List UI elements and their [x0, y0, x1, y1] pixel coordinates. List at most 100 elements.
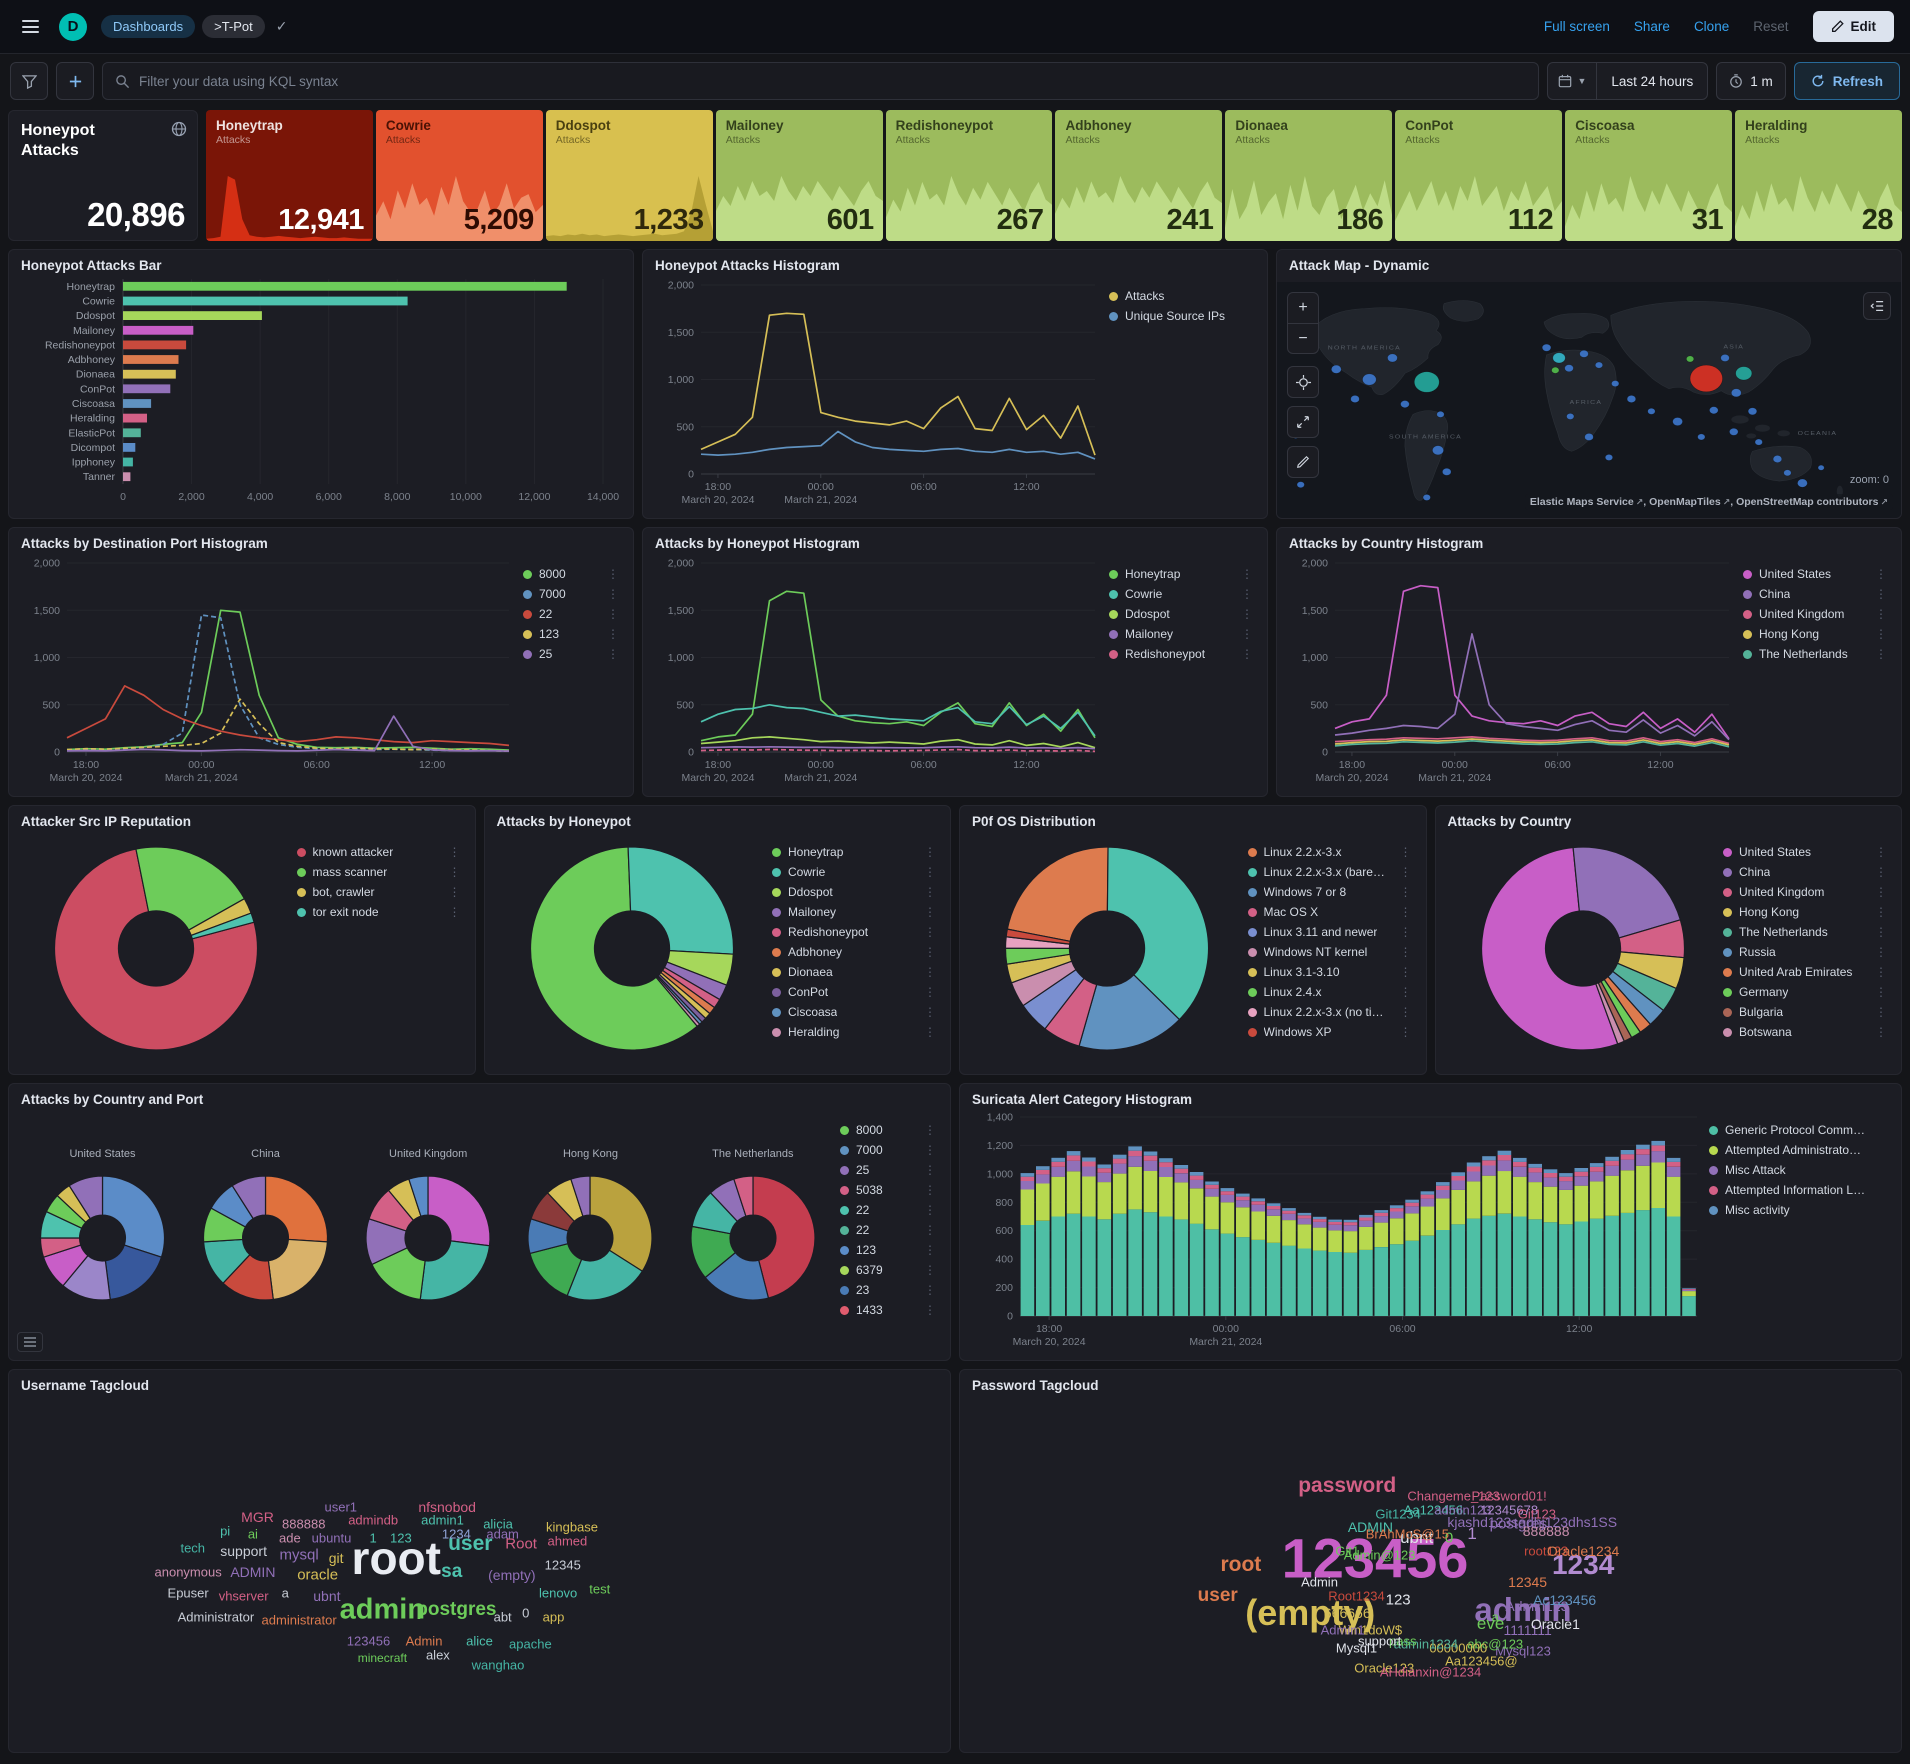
legend-item[interactable]: Ciscoasa ⋮: [772, 1005, 936, 1019]
honeypot-attacks-bar-chart[interactable]: 0 2,000 4,000 6,000 8,000 10,000 12,000 14,000 H…: [21, 275, 621, 510]
p0f-os-donut[interactable]: [972, 831, 1242, 1066]
mini-donut-chart[interactable]: [184, 1162, 347, 1314]
mini-donut-chart[interactable]: [347, 1162, 509, 1314]
legend-menu-icon[interactable]: ⋮: [924, 1143, 936, 1157]
tagcloud-word[interactable]: 1234: [441, 1526, 471, 1542]
tagcloud-word[interactable]: ADMIN: [1347, 1519, 1393, 1536]
legend-menu-icon[interactable]: ⋮: [1875, 905, 1887, 919]
legend-item[interactable]: Russia ⋮: [1723, 945, 1887, 959]
tagcloud-word[interactable]: password: [1298, 1474, 1397, 1497]
tagcloud-word[interactable]: sa: [441, 1561, 463, 1582]
refresh-interval-button[interactable]: 1 m: [1716, 62, 1786, 100]
tagcloud-word[interactable]: Mysql123: [1495, 1643, 1551, 1659]
tagcloud-word[interactable]: support: [220, 1543, 267, 1560]
legend-item[interactable]: 8000 ⋮: [840, 1123, 936, 1137]
tagcloud-word[interactable]: alice: [466, 1633, 493, 1649]
legend-item[interactable]: 8000 ⋮: [523, 567, 619, 581]
breadcrumb-dashboards[interactable]: Dashboards: [101, 15, 196, 38]
legend-item[interactable]: Cowrie ⋮: [772, 865, 936, 879]
legend-menu-icon[interactable]: ⋮: [1399, 905, 1412, 919]
legend-item[interactable]: Ddospot ⋮: [772, 885, 936, 899]
legend-menu-icon[interactable]: ⋮: [1875, 647, 1887, 661]
tagcloud-word[interactable]: root123: [1524, 1543, 1569, 1559]
tagcloud-word[interactable]: Epuser: [167, 1585, 209, 1601]
tagcloud-word[interactable]: pi: [220, 1523, 231, 1539]
legend-item[interactable]: Hong Kong ⋮: [1743, 627, 1887, 641]
legend-menu-icon[interactable]: ⋮: [1875, 1005, 1887, 1019]
tagcloud-word[interactable]: Aa123456.: [1403, 1502, 1467, 1518]
legend-item[interactable]: Mailoney ⋮: [1109, 627, 1253, 641]
legend-menu-icon[interactable]: ⋮: [924, 1025, 936, 1039]
legend-menu-icon[interactable]: ⋮: [1241, 567, 1253, 581]
legend-item[interactable]: Windows NT kernel ⋮: [1247, 945, 1412, 959]
add-filter-button[interactable]: [56, 62, 94, 100]
legend-menu-icon[interactable]: ⋮: [924, 1303, 936, 1317]
tagcloud-word[interactable]: lenovo: [538, 1585, 578, 1601]
legend-item[interactable]: 22 ⋮: [840, 1223, 936, 1237]
tagcloud-word[interactable]: a: [1491, 1609, 1499, 1625]
legend-menu-icon[interactable]: ⋮: [924, 945, 936, 959]
calendar-button[interactable]: ▼: [1548, 63, 1598, 99]
share-link[interactable]: Share: [1633, 19, 1670, 34]
legend-menu-icon[interactable]: ⋮: [1399, 865, 1412, 879]
tagcloud-word[interactable]: Win1doW$: [1338, 1622, 1403, 1638]
legend-item[interactable]: China ⋮: [1743, 587, 1887, 601]
legend-menu-icon[interactable]: ⋮: [448, 885, 461, 899]
tagcloud-word[interactable]: postgres: [416, 1598, 497, 1620]
legend-menu-icon[interactable]: ⋮: [1399, 845, 1412, 859]
legend-item[interactable]: Misc activity: [1709, 1203, 1887, 1217]
legend-item[interactable]: 22 ⋮: [840, 1203, 936, 1217]
legend-item[interactable]: United Kingdom ⋮: [1723, 885, 1887, 899]
legend-item[interactable]: Ddospot ⋮: [1109, 607, 1253, 621]
tagcloud-word[interactable]: 888888: [282, 1516, 326, 1532]
map-zoom-out-button[interactable]: −: [1288, 323, 1318, 353]
tagcloud-word[interactable]: tech: [180, 1540, 206, 1556]
tagcloud-word[interactable]: admin: [1474, 1590, 1572, 1628]
tagcloud-word[interactable]: a: [281, 1585, 289, 1601]
legend-item[interactable]: 1433 ⋮: [840, 1303, 936, 1317]
legend-item[interactable]: Windows XP ⋮: [1247, 1025, 1412, 1039]
legend-item[interactable]: mass scanner ⋮: [296, 865, 461, 879]
map-attribution-link[interactable]: OpenStreetMap contributors: [1736, 496, 1879, 508]
legend-item[interactable]: United Arab Emirates ⋮: [1723, 965, 1887, 979]
legend-menu-icon[interactable]: ⋮: [1875, 567, 1887, 581]
tagcloud-word[interactable]: anonymous: [154, 1564, 222, 1580]
tagcloud-word[interactable]: Ac123456: [1533, 1591, 1597, 1608]
tagcloud-word[interactable]: root: [1220, 1553, 1262, 1577]
legend-item[interactable]: Linux 3.1-3.10 ⋮: [1247, 965, 1412, 979]
legend-menu-icon[interactable]: ⋮: [1875, 845, 1887, 859]
mini-donut-chart[interactable]: [509, 1162, 671, 1314]
tagcloud-word[interactable]: ahmed: [547, 1533, 588, 1549]
tagcloud-word[interactable]: Admin: [1301, 1574, 1338, 1590]
legend-item[interactable]: United States ⋮: [1723, 845, 1887, 859]
legend-item[interactable]: Linux 2.2.x-3.x ⋮: [1247, 845, 1412, 859]
full-screen-link[interactable]: Full screen: [1543, 19, 1610, 34]
legend-item[interactable]: Honeytrap ⋮: [1109, 567, 1253, 581]
legend-item[interactable]: China ⋮: [1723, 865, 1887, 879]
tagcloud-word[interactable]: ADMIN: [230, 1564, 276, 1580]
search-input[interactable]: [139, 73, 1527, 89]
legend-item[interactable]: Linux 2.4.x ⋮: [1247, 985, 1412, 999]
legend-item[interactable]: 7000 ⋮: [840, 1143, 936, 1157]
tagcloud-word[interactable]: admin: [339, 1593, 426, 1626]
tagcloud-word[interactable]: 0: [1444, 1529, 1454, 1547]
tagcloud-word[interactable]: Root: [505, 1535, 537, 1553]
legend-menu-icon[interactable]: ⋮: [448, 865, 461, 879]
tagcloud-word[interactable]: Oracle1: [1530, 1615, 1580, 1632]
legend-menu-icon[interactable]: ⋮: [1875, 925, 1887, 939]
legend-menu-icon[interactable]: ⋮: [924, 1223, 936, 1237]
tagcloud-word[interactable]: git: [328, 1550, 344, 1567]
tagcloud-word[interactable]: 123: [390, 1530, 412, 1546]
tagcloud-word[interactable]: ai: [247, 1526, 258, 1542]
tagcloud-word[interactable]: test: [589, 1581, 611, 1597]
tagcloud-word[interactable]: 00000000: [1429, 1640, 1488, 1656]
refresh-button[interactable]: Refresh: [1793, 62, 1900, 100]
app-logo[interactable]: D: [59, 12, 87, 41]
time-range-label[interactable]: Last 24 hours: [1611, 73, 1694, 89]
tagcloud-word[interactable]: admin1: [421, 1512, 464, 1528]
tagcloud-word[interactable]: Oracle1234: [1546, 1543, 1620, 1560]
tagcloud-word[interactable]: Git123: [1517, 1506, 1557, 1522]
legend-item[interactable]: 5038 ⋮: [840, 1183, 936, 1197]
breadcrumb-current[interactable]: >T-Pot: [202, 15, 265, 38]
legend-item[interactable]: Honeytrap ⋮: [772, 845, 936, 859]
